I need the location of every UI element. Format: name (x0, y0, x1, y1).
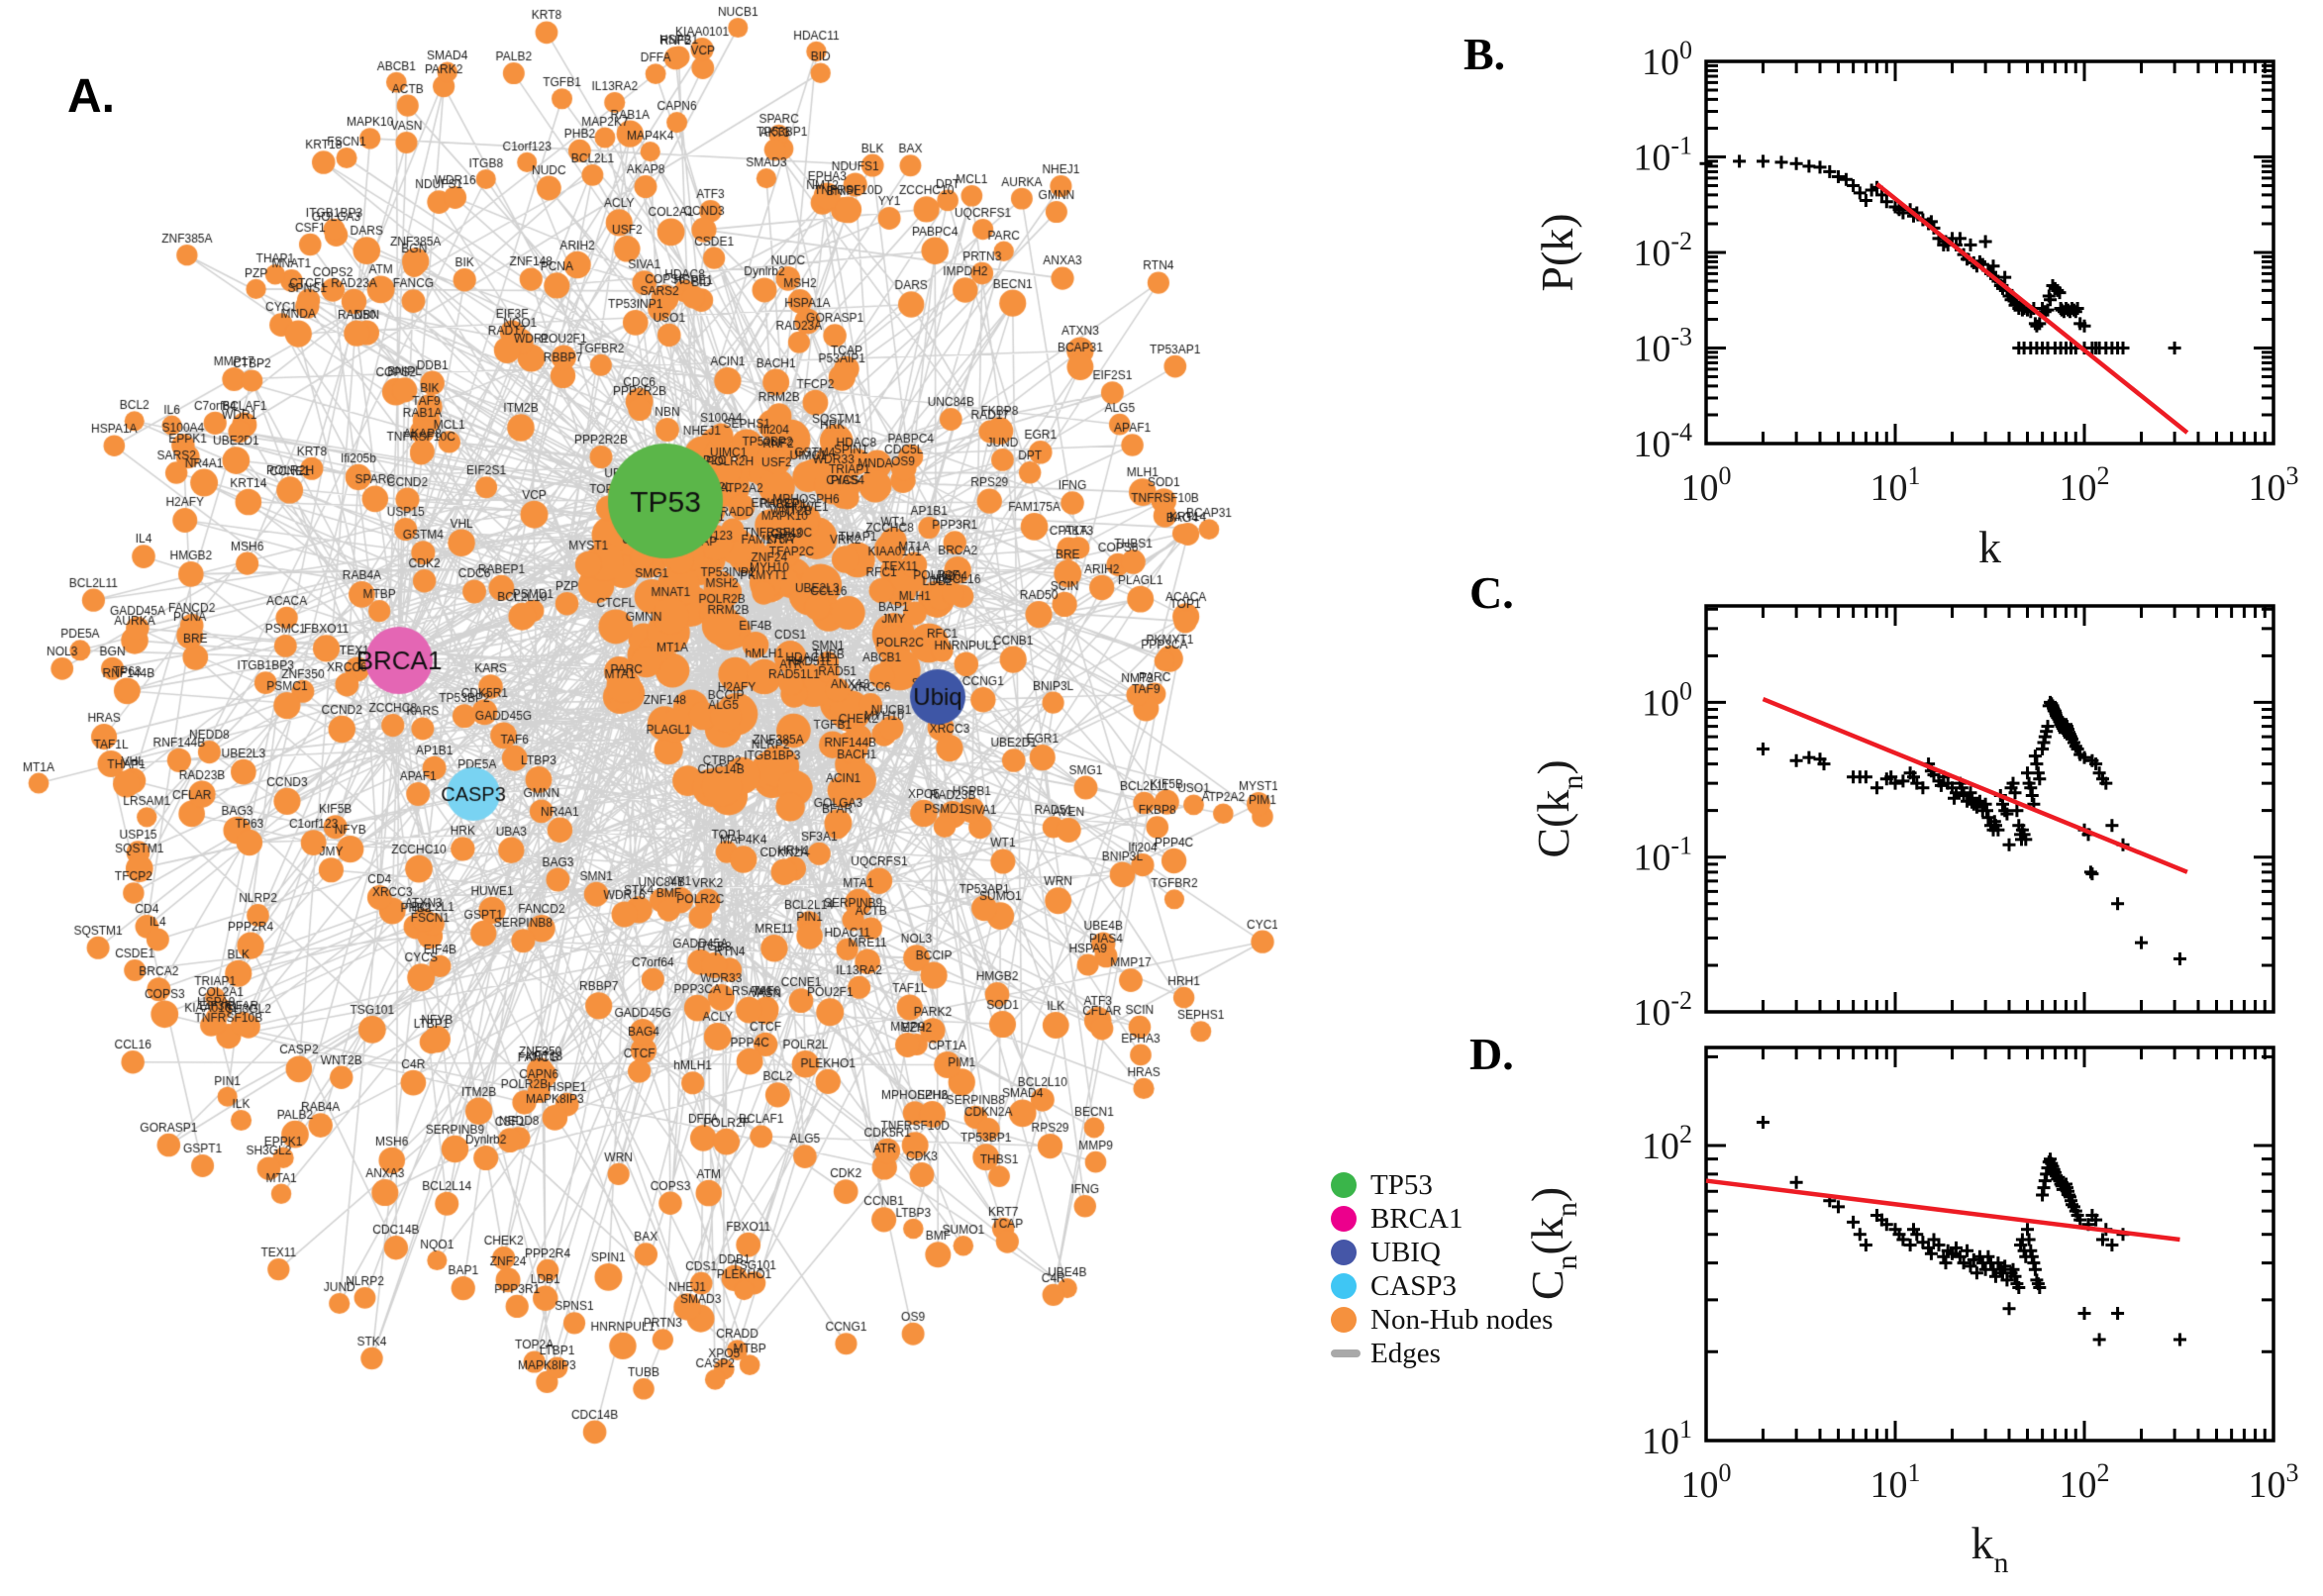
casp3-dot-icon (1331, 1273, 1357, 1299)
legend-label: BRCA1 (1370, 1202, 1464, 1235)
svg-text:101: 101 (1870, 461, 1921, 509)
svg-text:102: 102 (2060, 1458, 2110, 1506)
legend-item-ubiq: UBIQ (1331, 1236, 1553, 1269)
legend-label: TP53 (1370, 1168, 1433, 1201)
svg-text:10-1: 10-1 (1633, 832, 1692, 879)
svg-text:101: 101 (1870, 1458, 1921, 1506)
legend-item-edges: Edges (1331, 1337, 1553, 1370)
svg-text:100: 100 (1642, 36, 1692, 83)
legend-item-nonhub: Non-Hub nodes (1331, 1303, 1553, 1337)
ubiq-dot-icon (1331, 1240, 1357, 1265)
legend-item-brca1: BRCA1 (1331, 1202, 1553, 1236)
tp53-dot-icon (1331, 1172, 1357, 1198)
panel-label-c: C. (1469, 567, 1514, 618)
svg-text:100: 100 (1681, 461, 1732, 509)
brca1-dot-icon (1331, 1206, 1357, 1232)
svg-text:102: 102 (2060, 461, 2110, 509)
svg-text:P(k): P(k) (1532, 213, 1582, 291)
svg-text:101: 101 (1642, 1415, 1692, 1462)
svg-text:10-2: 10-2 (1633, 986, 1692, 1034)
legend-item-tp53: TP53 (1331, 1168, 1553, 1202)
legend-item-casp3: CASP3 (1331, 1269, 1553, 1303)
svg-text:103: 103 (2249, 1458, 2299, 1506)
svg-text:kn: kn (1971, 1518, 2009, 1579)
svg-text:10-3: 10-3 (1633, 323, 1692, 370)
legend-label: UBIQ (1370, 1236, 1441, 1268)
panel-label-b: B. (1464, 29, 1506, 79)
svg-text:10-4: 10-4 (1633, 418, 1692, 465)
svg-text:103: 103 (2249, 461, 2299, 509)
svg-text:100: 100 (1681, 1458, 1732, 1506)
panel-label-d: D. (1469, 1029, 1514, 1079)
network-panel-a (0, 0, 1277, 1596)
svg-text:10-1: 10-1 (1633, 132, 1692, 179)
legend-label: Edges (1370, 1337, 1441, 1369)
legend-label: CASP3 (1370, 1269, 1458, 1302)
panel-label-a: A. (67, 70, 115, 123)
svg-text:C(kn): C(kn) (1528, 759, 1589, 857)
svg-text:102: 102 (1642, 1120, 1692, 1167)
nonhub-dot-icon (1331, 1307, 1357, 1333)
svg-text:k: k (1978, 522, 2001, 572)
svg-text:10-2: 10-2 (1633, 227, 1692, 274)
edge-line-icon (1331, 1349, 1361, 1357)
legend: TP53 BRCA1 UBIQ CASP3 Non-Hub nodes Edge… (1331, 1168, 1553, 1370)
legend-label: Non-Hub nodes (1370, 1303, 1554, 1336)
svg-text:Cn(kn): Cn(kn) (1522, 1187, 1583, 1300)
svg-text:100: 100 (1642, 676, 1692, 724)
